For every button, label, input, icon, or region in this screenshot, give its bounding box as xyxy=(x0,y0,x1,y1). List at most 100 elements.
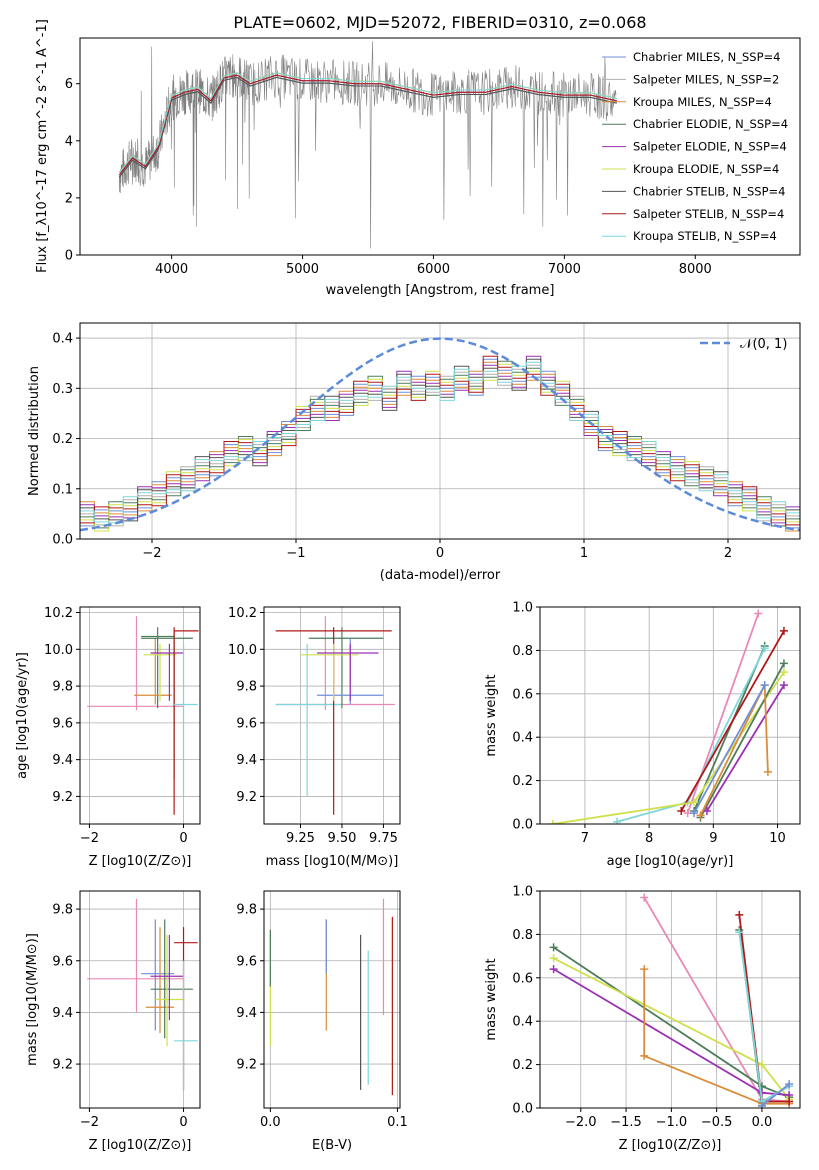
y-axis-label: Flux [f_λ10^-17 erg cm^-2 s^-1 A^-1] xyxy=(35,19,50,273)
y-tick-label: 10.2 xyxy=(44,606,73,621)
data-point-marker xyxy=(677,806,686,815)
axes-frame xyxy=(79,37,801,256)
x-axis-label: E(B-V) xyxy=(312,1138,352,1153)
x-tick-label: 2 xyxy=(724,546,732,561)
y-tick-label: 10.0 xyxy=(228,643,257,658)
x-tick-label: 0 xyxy=(179,831,187,846)
axes-frame xyxy=(539,890,801,1109)
data-point-marker xyxy=(760,681,769,690)
series-line xyxy=(680,630,785,812)
y-tick-label: 9.2 xyxy=(236,790,257,805)
y-tick-label: 9.2 xyxy=(52,1058,73,1073)
y-tick-label: 0.8 xyxy=(512,928,533,943)
y-tick-label: 2 xyxy=(65,191,73,206)
data-point-marker xyxy=(779,626,788,635)
y-tick-label: 9.6 xyxy=(236,954,257,969)
x-axis-label: Z [log10(Z/Z⊙)] xyxy=(89,1138,192,1153)
y-tick-label: 0 xyxy=(65,249,73,264)
series-line xyxy=(706,684,785,812)
x-tick-label: 0.0 xyxy=(752,1115,773,1130)
y-tick-label: 10.2 xyxy=(228,606,257,621)
data-point-marker xyxy=(613,817,622,824)
data-point-marker xyxy=(757,1060,766,1069)
data-point-marker xyxy=(763,767,772,776)
x-tick-label: 9 xyxy=(709,831,717,846)
x-tick-label: −2 xyxy=(142,546,161,561)
y-tick-label: 9.4 xyxy=(52,753,73,768)
legend-label: Salpeter MILES, N_SSP=2 xyxy=(633,72,779,86)
data-point-marker xyxy=(757,1101,766,1108)
series-line xyxy=(643,969,790,1105)
y-tick-label: 0.1 xyxy=(52,482,73,497)
data-point-marker xyxy=(754,609,763,618)
y-tick-label: 0.2 xyxy=(512,1058,533,1073)
x-tick-label: 8 xyxy=(645,831,653,846)
legend-label: Salpeter STELIB, N_SSP=4 xyxy=(633,207,784,221)
series-line xyxy=(761,1083,790,1107)
data-point-marker xyxy=(702,806,711,815)
y-axis-label: mass weight xyxy=(484,958,499,1040)
y-tick-label: 0.4 xyxy=(512,1015,533,1030)
data-point-marker xyxy=(549,965,558,974)
x-axis-label: wavelength [Angstrom, rest frame] xyxy=(326,283,555,298)
legend-label: Chabrier STELIB, N_SSP=4 xyxy=(633,184,785,198)
model-fit-line xyxy=(118,72,617,174)
y-tick-label: 9.4 xyxy=(52,1006,73,1021)
y-tick-label: 9.8 xyxy=(52,680,73,695)
x-axis-label: Z [log10(Z/Z⊙)] xyxy=(619,1138,722,1153)
data-point-marker xyxy=(690,798,699,807)
y-tick-label: 9.6 xyxy=(52,954,73,969)
y-tick-label: 0.2 xyxy=(512,774,533,789)
axes-frame xyxy=(79,606,201,825)
x-axis-label: age [log10(age/yr)] xyxy=(607,854,734,869)
x-tick-label: 4000 xyxy=(155,262,188,277)
y-tick-label: 0.0 xyxy=(512,1102,533,1117)
y-tick-label: 6 xyxy=(65,77,73,92)
y-tick-label: 9.8 xyxy=(236,903,257,918)
x-tick-label: −1.5 xyxy=(610,1115,642,1130)
y-tick-label: 0.2 xyxy=(52,432,73,447)
y-tick-label: 1.0 xyxy=(512,601,533,616)
y-tick-label: 9.6 xyxy=(52,716,73,731)
y-tick-label: 0.0 xyxy=(512,818,533,833)
legend-label: 𝒩(0, 1) xyxy=(740,337,787,352)
y-tick-label: 10.0 xyxy=(44,643,73,658)
x-tick-label: 9.50 xyxy=(327,831,356,846)
data-point-marker xyxy=(548,820,557,824)
series-line xyxy=(552,671,785,824)
observed-spectrum-line xyxy=(119,41,617,249)
y-tick-label: 0.4 xyxy=(512,731,533,746)
data-point-marker xyxy=(779,668,788,677)
legend-label: Kroupa STELIB, N_SSP=4 xyxy=(633,229,777,243)
axes-frame xyxy=(263,606,401,825)
x-tick-label: 6000 xyxy=(417,262,450,277)
data-point-marker xyxy=(640,1051,649,1060)
legend-label: Salpeter ELODIE, N_SSP=4 xyxy=(633,140,787,154)
line-series-group xyxy=(549,893,794,1108)
data-point-marker xyxy=(735,910,744,919)
data-point-marker xyxy=(779,659,788,668)
x-tick-label: −2.0 xyxy=(565,1115,597,1130)
data-point-marker xyxy=(696,811,705,820)
data-point-marker xyxy=(735,928,744,937)
x-tick-label: 0 xyxy=(436,546,444,561)
axes-frame xyxy=(539,606,801,825)
histogram-step-line xyxy=(80,361,800,524)
x-axis-label: Z [log10(Z/Z⊙)] xyxy=(89,854,192,869)
line-series-group xyxy=(548,609,788,824)
x-tick-label: 1 xyxy=(580,546,588,561)
data-point-marker xyxy=(760,644,769,653)
histogram-step-line xyxy=(80,355,800,526)
errorbar-group xyxy=(87,898,198,1090)
x-tick-label: 0.1 xyxy=(387,1115,408,1130)
model-fit-line xyxy=(118,74,617,176)
axes-frame xyxy=(79,322,801,540)
y-tick-label: 9.4 xyxy=(236,1006,257,1021)
x-tick-label: 0 xyxy=(179,1115,187,1130)
x-tick-label: 5000 xyxy=(286,262,319,277)
errorbar-group xyxy=(269,898,393,1096)
x-tick-label: −1 xyxy=(286,546,305,561)
y-axis-label: mass weight xyxy=(484,674,499,756)
y-tick-label: 0.4 xyxy=(52,332,73,347)
y-tick-label: 9.8 xyxy=(236,680,257,695)
